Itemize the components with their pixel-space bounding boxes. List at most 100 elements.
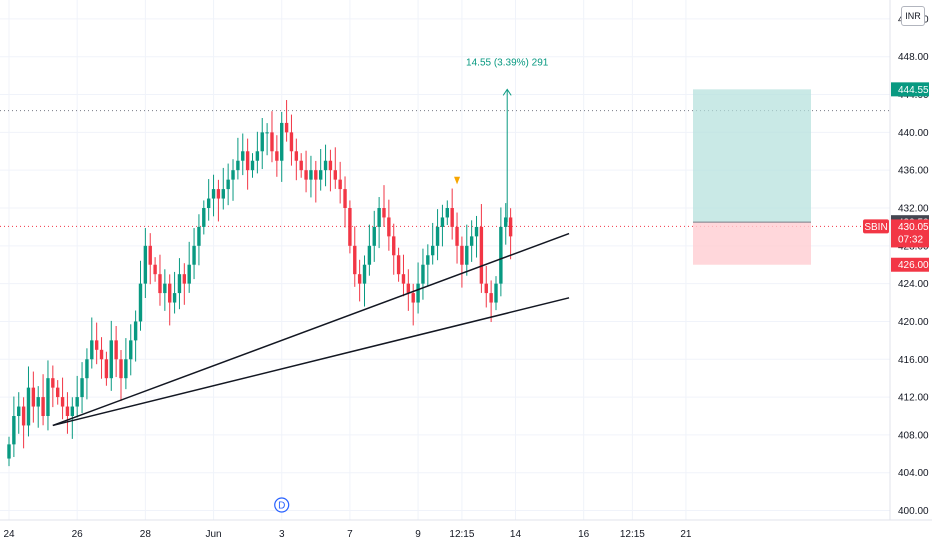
candle-body <box>12 416 16 445</box>
candle-body <box>333 170 337 180</box>
signal-triangle <box>454 176 461 185</box>
candle-body <box>362 264 367 284</box>
candle-body <box>348 208 352 246</box>
candle-body <box>104 359 109 379</box>
time-axis[interactable]: 24 26 28 Jun 3 7 9 12:15 14 16 12:15 21 <box>3 529 691 540</box>
position-label: 14.55 (3.39%) 291 <box>466 57 549 68</box>
candle-body <box>158 274 162 294</box>
long-position-tool[interactable] <box>693 89 811 265</box>
candle-body <box>7 444 11 459</box>
price-tick-label: 420.00 <box>898 317 929 328</box>
candle-body <box>387 217 391 237</box>
candle-body <box>99 349 104 360</box>
candle-body <box>260 132 264 152</box>
candle-body <box>85 359 89 379</box>
time-tick-label: 28 <box>140 529 152 540</box>
candle-body <box>411 293 415 303</box>
time-tick-label: 3 <box>279 529 285 540</box>
candle-body <box>114 340 118 360</box>
candle-body <box>56 387 60 398</box>
candle-body <box>421 264 425 284</box>
price-tick-label: 412.00 <box>898 393 929 404</box>
candle-body <box>382 208 386 218</box>
time-tick-label: 21 <box>680 529 692 540</box>
trendlines[interactable] <box>52 232 570 427</box>
candle-body <box>455 226 459 246</box>
candle-body <box>299 160 303 171</box>
candle-body <box>192 245 196 265</box>
candle-body <box>465 245 469 265</box>
candle-body <box>70 406 75 416</box>
candle-body <box>426 255 430 265</box>
candle-body <box>197 226 201 246</box>
candle-body <box>90 340 94 360</box>
time-tick-label: 16 <box>578 529 590 540</box>
symbol-tag-text: SBIN <box>864 222 887 233</box>
candle-body <box>304 170 308 180</box>
candle-body <box>236 160 240 171</box>
candle-body <box>294 151 299 161</box>
dividend-marker-icon <box>274 497 290 513</box>
candle-body <box>280 122 284 161</box>
candle-body <box>309 170 313 180</box>
candle-body <box>124 359 128 379</box>
countdown-text: 07:32 <box>898 234 923 245</box>
candle-body <box>94 340 99 350</box>
chart-grid <box>0 0 890 520</box>
price-tick-label: 416.00 <box>898 355 929 366</box>
candle-body <box>221 189 225 199</box>
time-tick-label: 12:15 <box>620 529 645 540</box>
candle-body <box>255 151 260 161</box>
candle-body <box>265 132 269 134</box>
target-arrow-head <box>502 88 512 96</box>
time-tick-label: 7 <box>347 529 353 540</box>
candle-body <box>445 208 449 218</box>
candle-body <box>216 189 221 199</box>
rising-trendline <box>52 232 570 427</box>
candle-body <box>172 293 177 303</box>
candle-body <box>314 170 318 180</box>
candle-body <box>46 378 50 416</box>
candle-body <box>187 264 191 284</box>
candle-body <box>119 359 123 379</box>
time-tick-label: 24 <box>3 529 15 540</box>
candle-body <box>367 245 372 265</box>
candle-body <box>430 245 435 256</box>
candle-body <box>168 283 172 303</box>
candle-body <box>75 397 79 407</box>
candle-body <box>284 122 289 133</box>
candle-body <box>153 264 157 275</box>
candle-body <box>21 406 26 426</box>
currency-badge[interactable]: INR <box>901 6 925 26</box>
price-tick-label: 400.00 <box>898 506 929 517</box>
candle-body <box>275 151 279 161</box>
candle-body <box>372 226 376 246</box>
candle-body <box>51 378 55 388</box>
candle-body <box>484 283 488 294</box>
candle-body <box>357 274 362 284</box>
candle-body <box>353 245 357 275</box>
candle-body <box>177 274 182 294</box>
price-tick-label: 404.00 <box>898 468 929 479</box>
candle-body <box>36 397 40 407</box>
candle-body <box>60 397 65 407</box>
loss-zone <box>693 222 811 265</box>
candle-body <box>80 378 84 398</box>
time-tick-label: 9 <box>415 529 421 540</box>
candle-body <box>109 340 113 379</box>
candle-body <box>270 132 274 152</box>
candle-body <box>206 198 211 208</box>
time-tick-label: Jun <box>205 529 221 540</box>
candle-body <box>494 283 498 303</box>
time-tick-label: 12:15 <box>449 529 474 540</box>
candle-body <box>392 236 396 256</box>
falling-trendline <box>52 297 570 427</box>
candle-body <box>401 274 406 284</box>
candle-body <box>338 179 342 190</box>
time-tick-label: 26 <box>72 529 84 540</box>
candle-body <box>406 283 411 294</box>
candle-body <box>289 132 294 152</box>
candle-body <box>41 397 45 416</box>
